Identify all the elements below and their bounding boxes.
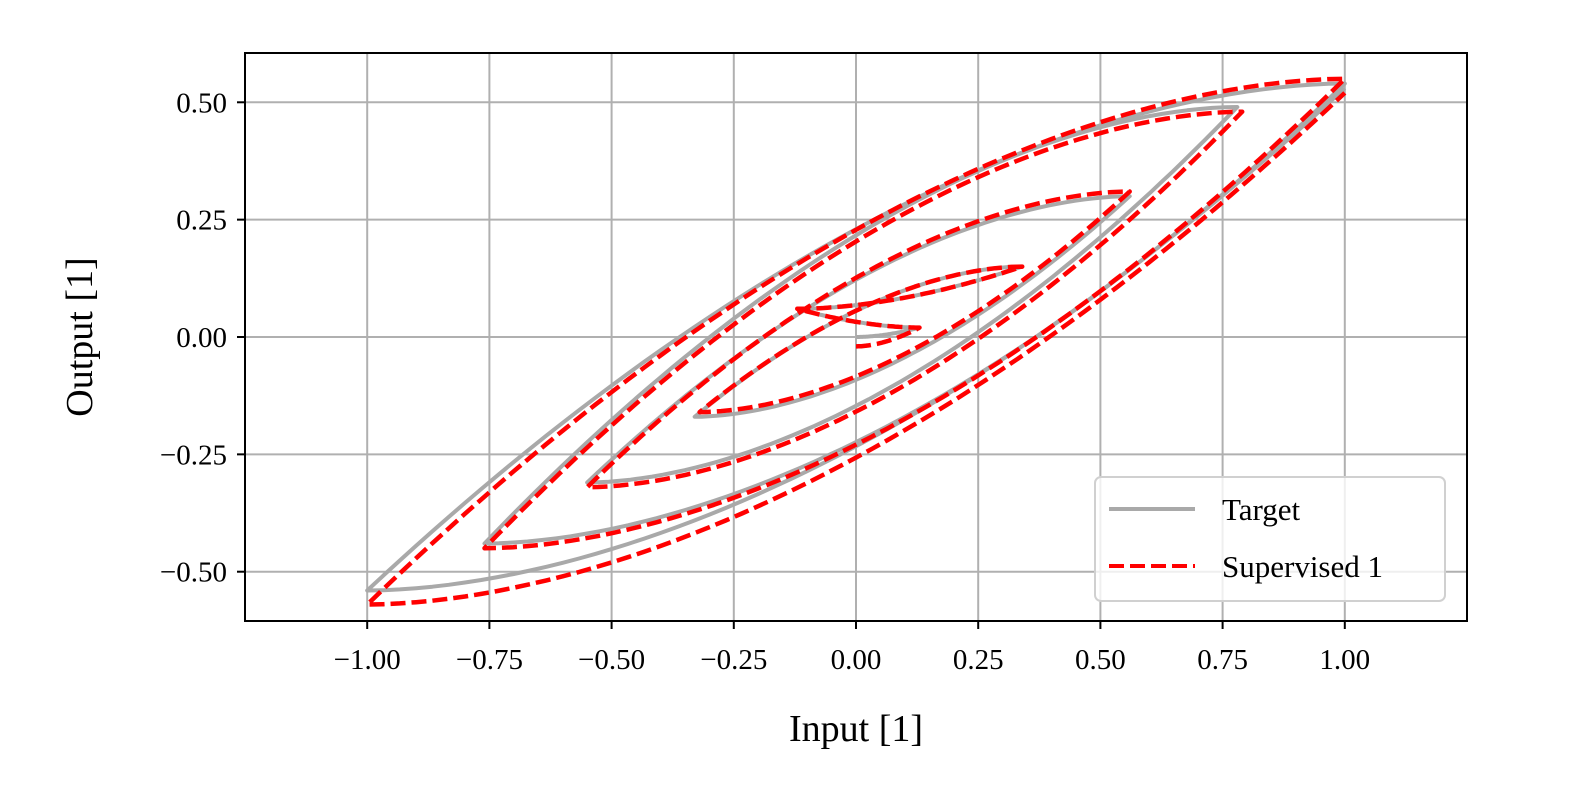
x-tick-label: −0.25 xyxy=(700,644,767,676)
legend-label-supervised: Supervised 1 xyxy=(1222,549,1383,584)
y-tick-label: 0.25 xyxy=(176,205,227,237)
y-axis-label: Output [1] xyxy=(59,257,101,416)
y-axis-ticks: 0.50 0.25 0.00 −0.25 −0.50 xyxy=(160,87,245,589)
series-lines xyxy=(364,76,1348,607)
x-tick-label: −0.75 xyxy=(456,644,523,676)
x-axis-ticks: −1.00 −0.75 −0.50 −0.25 0.00 0.25 0.50 0.75 1.00 xyxy=(334,621,1370,676)
y-tick-label: 0.50 xyxy=(176,87,227,119)
x-axis-label: Input [1] xyxy=(789,708,923,750)
x-tick-label: 0.25 xyxy=(953,644,1004,676)
y-tick-label: 0.00 xyxy=(176,322,227,354)
y-tick-label: −0.50 xyxy=(160,557,227,589)
series-line-supervised-1 xyxy=(364,76,1348,607)
x-tick-label: 0.75 xyxy=(1197,644,1248,676)
legend: Target Supervised 1 xyxy=(1094,476,1446,602)
x-tick-label: −0.50 xyxy=(578,644,645,676)
x-tick-label: −1.00 xyxy=(334,644,401,676)
x-tick-label: 0.00 xyxy=(831,644,882,676)
x-tick-label: 0.50 xyxy=(1075,644,1126,676)
x-tick-label: 1.00 xyxy=(1319,644,1370,676)
legend-label-target: Target xyxy=(1222,492,1301,527)
y-tick-label: −0.25 xyxy=(160,439,227,471)
